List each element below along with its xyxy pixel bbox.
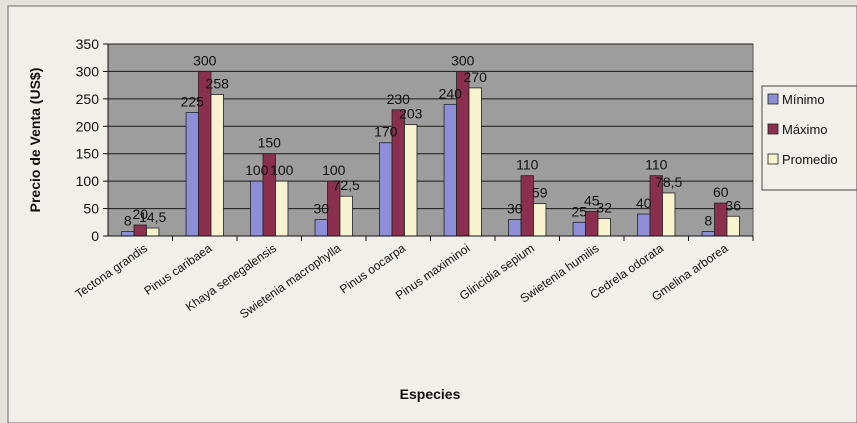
bar — [339, 195, 353, 237]
bar — [314, 219, 328, 237]
bar — [379, 142, 393, 237]
legend-label: Mínimo — [782, 92, 825, 107]
data-label: 30 — [313, 201, 329, 217]
data-label: 110 — [645, 157, 668, 173]
data-label: 100 — [322, 162, 346, 178]
bar — [121, 231, 135, 237]
bar — [533, 203, 547, 237]
bar — [250, 180, 264, 237]
data-label: 300 — [193, 52, 217, 68]
bar — [726, 215, 740, 237]
y-tick-label: 200 — [76, 118, 100, 134]
data-label: 240 — [439, 85, 463, 101]
data-label: 30 — [507, 201, 523, 217]
data-label: 150 — [258, 135, 282, 151]
legend: Mínimo Máximo Promedio — [761, 85, 857, 191]
data-label: 45 — [584, 192, 600, 208]
y-tick-label: 150 — [76, 146, 100, 162]
bar — [468, 87, 482, 237]
data-labels: 8 2014,52253002581001501003010072,5170230… — [124, 52, 741, 228]
bar — [597, 218, 611, 237]
data-label: 25 — [571, 203, 587, 219]
data-label: 230 — [387, 91, 411, 107]
bar — [637, 213, 651, 237]
bar — [185, 112, 199, 237]
y-tick-label: 50 — [83, 201, 99, 217]
data-label: 8 — [124, 213, 132, 229]
legend-label: Máximo — [782, 122, 828, 137]
legend-label: Promedio — [782, 152, 838, 167]
bar — [701, 231, 715, 237]
data-label: 14,5 — [139, 209, 166, 225]
data-label: 110 — [516, 157, 539, 173]
data-label: 32 — [596, 199, 612, 215]
data-label: 40 — [636, 195, 652, 211]
data-label: 100 — [270, 162, 294, 178]
data-label: 8 — [704, 213, 712, 229]
y-tick-label: 250 — [76, 91, 100, 107]
data-label: 78,5 — [655, 174, 682, 190]
x-axis-title: Especies — [400, 386, 461, 402]
data-label: 258 — [206, 75, 230, 91]
bar — [572, 221, 586, 237]
data-label: 225 — [181, 94, 205, 110]
data-label: 300 — [451, 52, 475, 68]
bar — [133, 224, 147, 237]
y-tick-label: 300 — [76, 63, 100, 79]
data-label: 100 — [245, 162, 269, 178]
bar — [443, 103, 457, 237]
y-tick-label: 0 — [91, 228, 99, 244]
bar — [146, 227, 160, 237]
data-label: 203 — [399, 106, 423, 122]
legend-swatch — [767, 123, 779, 135]
data-label: 60 — [713, 184, 729, 200]
data-label: 36 — [725, 197, 741, 213]
y-axis: 0 50 100 150 200 250 300 350 — [76, 36, 109, 244]
y-tick-label: 350 — [76, 36, 100, 52]
bar — [404, 124, 418, 237]
bar — [275, 180, 289, 237]
y-tick-label: 100 — [76, 173, 100, 189]
bar — [210, 94, 224, 237]
data-label: 170 — [374, 124, 398, 140]
data-label: 59 — [532, 185, 548, 201]
legend-swatch — [767, 93, 779, 105]
data-label: 270 — [464, 69, 488, 85]
data-label: 72,5 — [333, 177, 360, 193]
legend-swatch — [767, 153, 779, 165]
y-axis-title: Precio de Venta (US$) — [27, 68, 43, 213]
data-label: 20 — [132, 206, 148, 222]
bar — [508, 219, 522, 237]
bar — [662, 192, 676, 237]
